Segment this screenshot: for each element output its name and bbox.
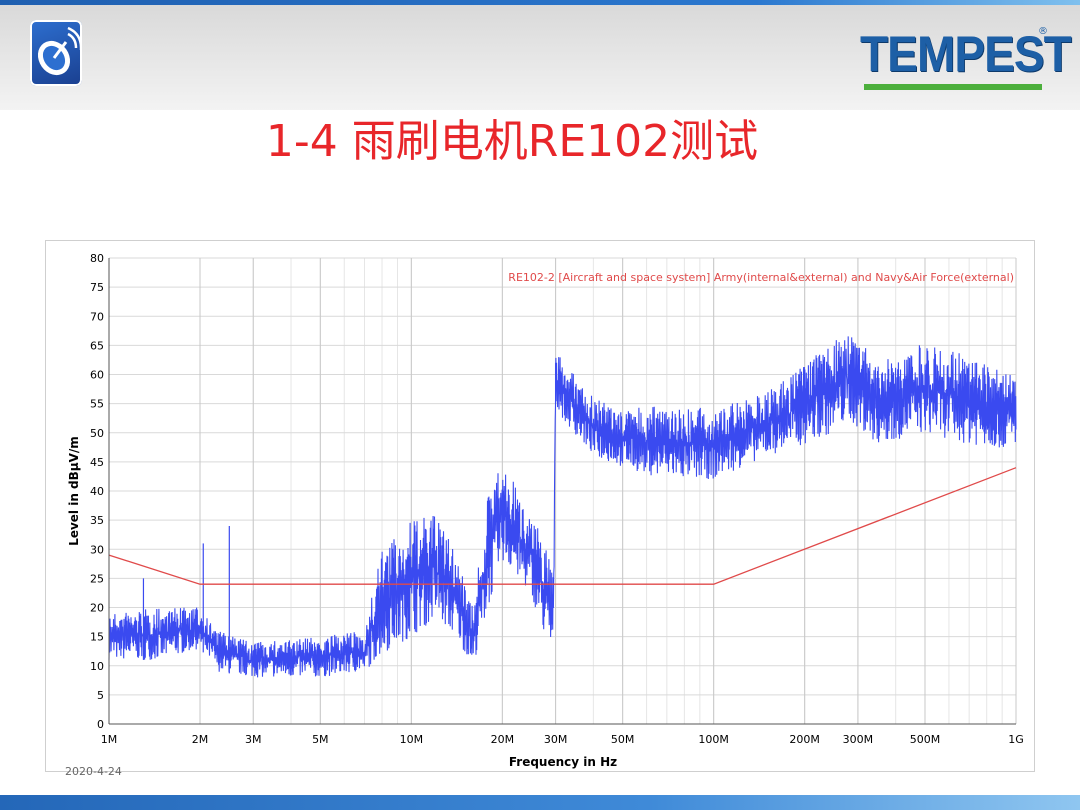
re102-chart: 0 5 10 15 20 25 30 35 40 45 50 55 60 65 70 75 80 1M 2M 3M 5M… — [67, 252, 1024, 769]
y-tick-label: 60 — [90, 369, 104, 382]
chart-panel: 0 5 10 15 20 25 30 35 40 45 50 55 60 65 70 75 80 1M 2M 3M 5M… — [45, 240, 1035, 772]
bottom-accent-bar — [0, 795, 1080, 810]
y-tick-label: 0 — [97, 718, 104, 731]
x-axis-title: Frequency in Hz — [509, 755, 617, 769]
x-tick-label: 5M — [312, 733, 329, 746]
x-tick-label: 20M — [491, 733, 515, 746]
x-tick-label: 30M — [544, 733, 568, 746]
x-tick-label: 200M — [789, 733, 820, 746]
y-tick-label: 65 — [90, 339, 104, 352]
y-tick-label: 70 — [90, 310, 104, 323]
x-tick-label: 500M — [910, 733, 941, 746]
x-tick-label: 300M — [843, 733, 874, 746]
x-tick-label: 100M — [698, 733, 729, 746]
x-tick-label: 3M — [245, 733, 262, 746]
y-tick-label: 25 — [90, 572, 104, 585]
y-tick-label: 10 — [90, 660, 104, 673]
y-tick-label: 40 — [90, 485, 104, 498]
series-layer — [108, 336, 1017, 678]
y-tick-label: 5 — [97, 689, 104, 702]
x-tick-label: 10M — [400, 733, 424, 746]
x-tick-label: 2M — [192, 733, 209, 746]
x-tick-label: 1M — [101, 733, 118, 746]
registered-mark: ® — [1038, 26, 1048, 37]
y-tick-label: 80 — [90, 252, 104, 265]
y-tick-label: 75 — [90, 281, 104, 294]
grid-layer — [108, 257, 1017, 725]
y-tick-label: 45 — [90, 456, 104, 469]
legend-limit-label: RE102-2 [Aircraft and space system] Army… — [508, 271, 1014, 284]
y-tick-label: 30 — [90, 543, 104, 556]
axis-layer: 0 5 10 15 20 25 30 35 40 45 50 55 60 65 70 75 80 1M 2M 3M 5M… — [90, 252, 1024, 746]
brand-logo: TEMPEST ® — [860, 26, 1072, 92]
limit-line — [108, 467, 1017, 585]
header-band — [0, 5, 1080, 110]
x-tick-label: 50M — [611, 733, 635, 746]
y-tick-label: 50 — [90, 427, 104, 440]
page-title: 1-4 雨刷电机RE102测试 — [265, 116, 759, 167]
x-tick-label: 1G — [1008, 733, 1024, 746]
y-tick-label: 20 — [90, 602, 104, 615]
satellite-dish-logo — [30, 20, 83, 86]
brand-name: TEMPEST — [860, 26, 1072, 82]
date-label: 2020-4-24 — [65, 765, 122, 778]
top-accent-bar — [0, 0, 1080, 5]
y-tick-label: 15 — [90, 631, 104, 644]
y-tick-label: 55 — [90, 398, 104, 411]
y-tick-label: 35 — [90, 514, 104, 527]
satellite-dish-icon — [37, 26, 83, 76]
brand-underline — [864, 84, 1042, 90]
y-axis-title: Level in dBµV/m — [67, 436, 81, 546]
measured-signal-line — [108, 336, 1017, 678]
